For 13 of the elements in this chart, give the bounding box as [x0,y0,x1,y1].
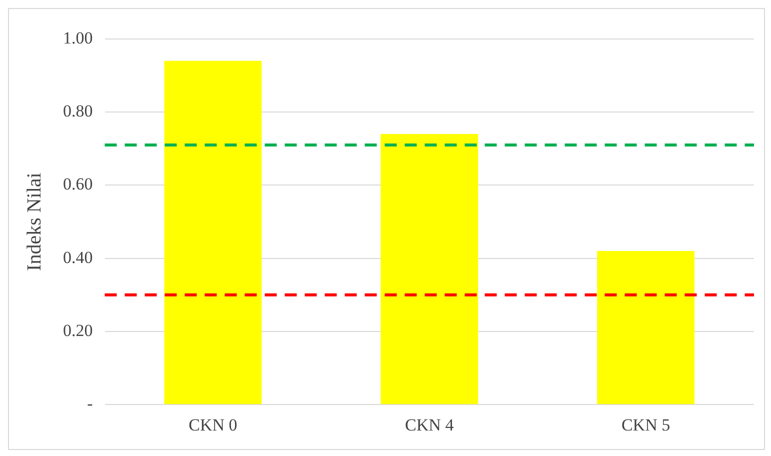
y-tick-label: - [87,394,94,414]
y-tick-label: 0.40 [63,248,93,267]
bar [164,60,262,404]
x-tick-label: CKN 0 [188,415,238,434]
y-tick-label: 0.60 [63,174,93,194]
x-tick-label: CKN 4 [405,415,454,434]
y-tick-label: 0.80 [63,102,93,121]
y-axis-title: Indeks Nilai [23,172,46,271]
y-tick-label: 1.00 [63,28,93,48]
bar [597,251,694,404]
y-tick-label: 0.20 [63,320,93,340]
x-tick-label: CKN 5 [621,415,670,434]
bar [380,134,478,404]
